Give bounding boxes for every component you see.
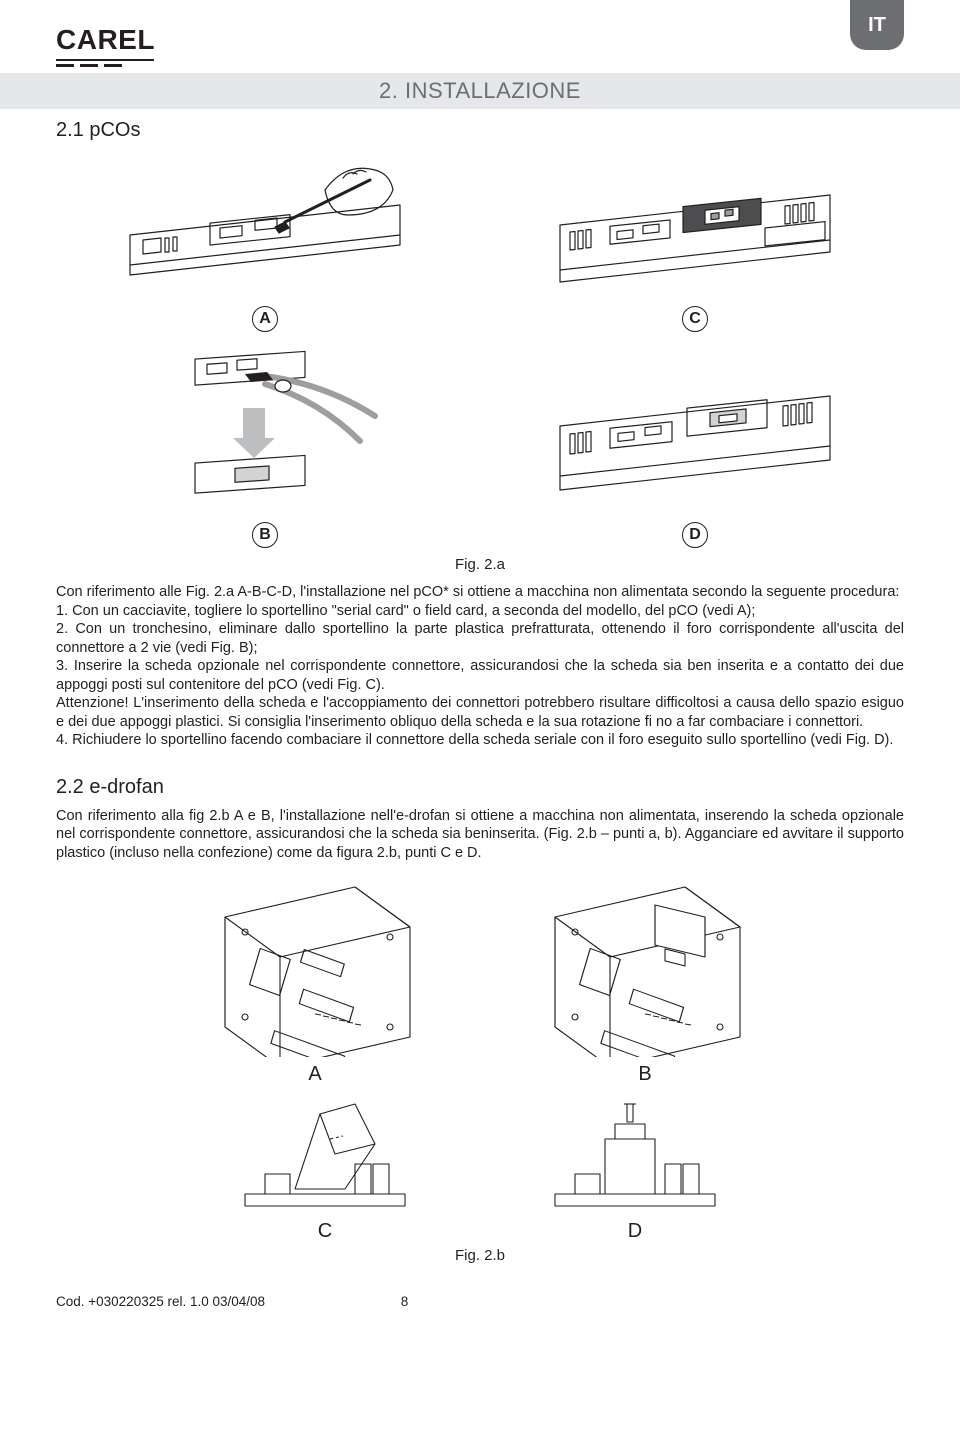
figure-2b-label-C: C	[318, 1220, 332, 1243]
section-heading-bar: 2. INSTALLAZIONE	[0, 73, 960, 109]
figure-2a-panel-A: A	[125, 150, 405, 332]
figure-2b-panel-D: D	[545, 1094, 725, 1243]
subsection-2-1: 2.1 pCOs	[56, 119, 904, 142]
brand-logo: CAREL	[56, 24, 155, 67]
figure-2a-panel-C: C	[555, 150, 835, 332]
figure-2b-panel-C: C	[235, 1094, 415, 1243]
illustration-2b-C	[235, 1094, 415, 1214]
figure-2b-caption: Fig. 2.b	[455, 1247, 505, 1264]
footer-page-number: 8	[401, 1294, 409, 1309]
text-block-2-2: Con riferimento alla fig 2.b A e B, l'in…	[56, 807, 904, 863]
illustration-A	[125, 150, 405, 300]
figure-2b-label-D: D	[628, 1220, 642, 1243]
page-footer: Cod. +030220325 rel. 1.0 03/04/08 8	[56, 1294, 904, 1309]
section-heading: 2. INSTALLAZIONE	[379, 78, 581, 104]
figure-label-B: B	[252, 522, 278, 548]
figure-2a-panel-D: D	[555, 346, 835, 548]
logo-dashes	[56, 64, 154, 67]
figure-2b-panel-B: B	[545, 877, 745, 1086]
para-2-2: Con riferimento alla fig 2.b A e B, l'in…	[56, 807, 904, 863]
figure-2b-label-B: B	[638, 1063, 651, 1086]
illustration-2b-B	[545, 877, 745, 1057]
figure-label-C: C	[682, 306, 708, 332]
brand-text: CAREL	[56, 24, 155, 58]
language-tab: IT	[850, 0, 904, 50]
footer-code: Cod. +030220325 rel. 1.0 03/04/08	[56, 1294, 265, 1309]
illustration-C	[555, 150, 835, 300]
logo-underline	[56, 59, 154, 61]
figure-2a-caption: Fig. 2.a	[455, 556, 505, 573]
para-step-3: 3. Inserire la scheda opzionale nel corr…	[56, 657, 904, 694]
figure-label-D: D	[682, 522, 708, 548]
para-step-1: 1. Con un cacciavite, togliere lo sporte…	[56, 602, 904, 621]
text-block-2-1: Con riferimento alle Fig. 2.a A-B-C-D, l…	[56, 583, 904, 750]
figure-2b: A	[56, 877, 904, 1268]
figure-2a-panel-B: B	[125, 346, 405, 548]
para-step-4: 4. Richiudere lo sportellino facendo com…	[56, 731, 904, 750]
para-intro: Con riferimento alle Fig. 2.a A-B-C-D, l…	[56, 583, 904, 602]
para-step-2: 2. Con un tronchesino, eliminare dallo s…	[56, 620, 904, 657]
illustration-B	[125, 346, 405, 516]
illustration-D	[555, 346, 835, 516]
figure-2b-panel-A: A	[215, 877, 415, 1086]
figure-2a: A	[56, 150, 904, 577]
para-attention: Attenzione! L'inserimento della scheda e…	[56, 694, 904, 731]
illustration-2b-A	[215, 877, 415, 1057]
figure-2b-label-A: A	[308, 1063, 321, 1086]
figure-label-A: A	[252, 306, 278, 332]
illustration-2b-D	[545, 1094, 725, 1214]
subsection-2-2: 2.2 e-drofan	[56, 776, 904, 799]
